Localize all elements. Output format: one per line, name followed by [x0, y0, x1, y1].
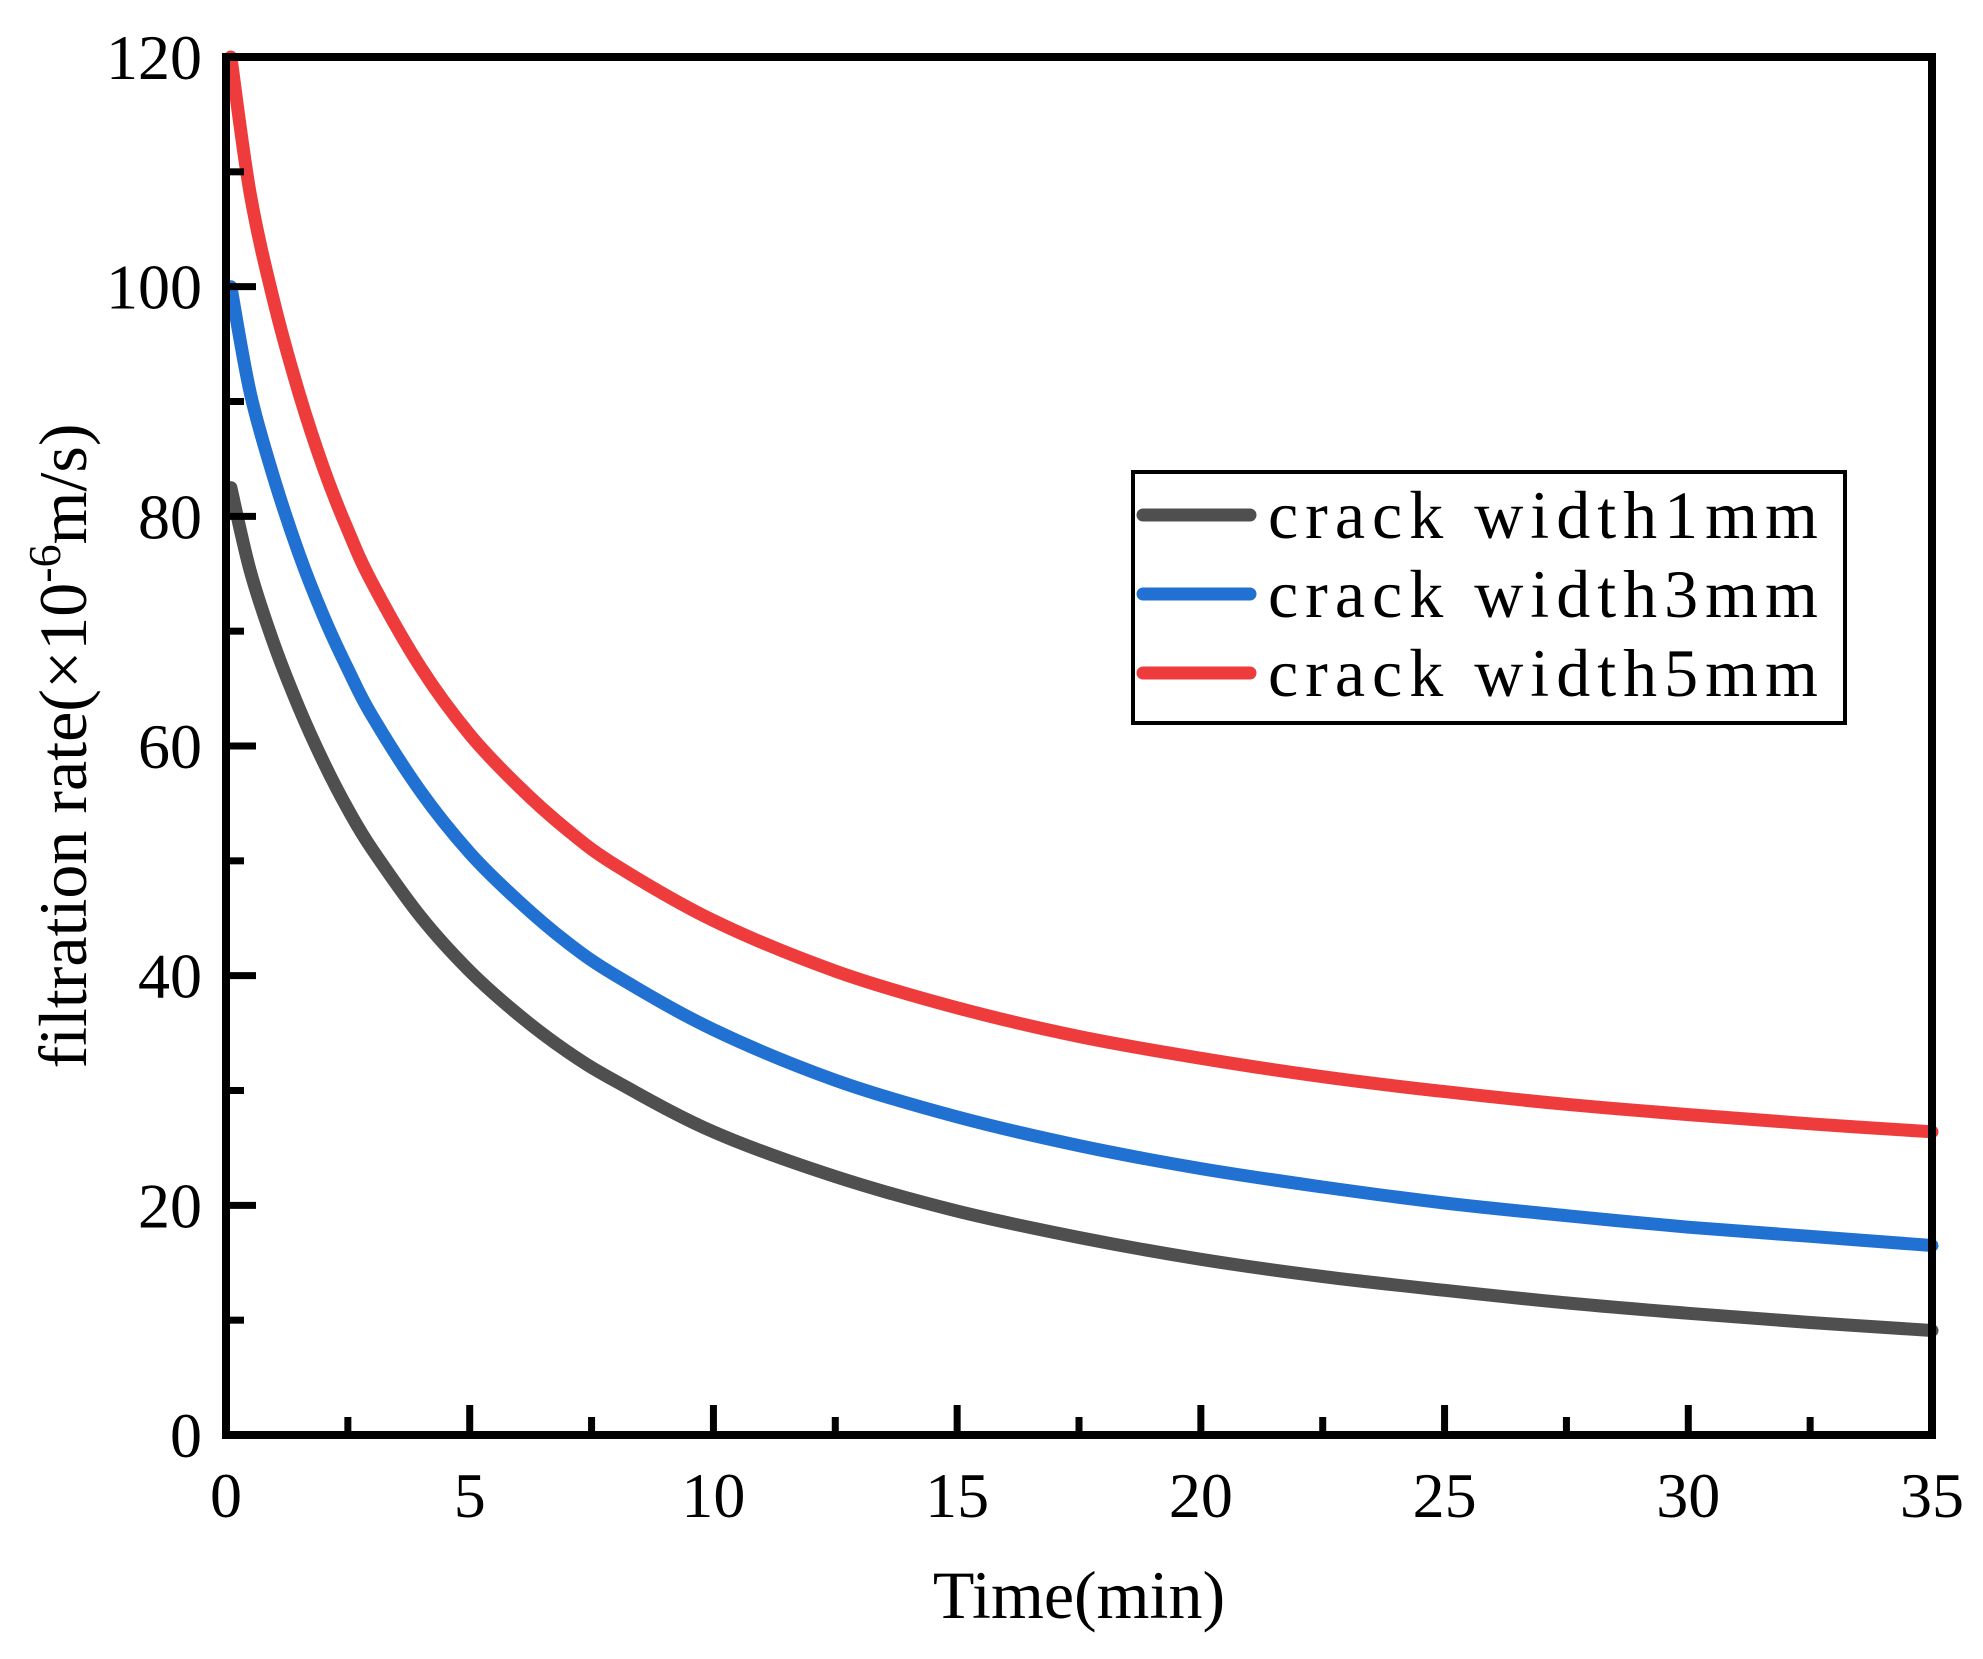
curve-crack-width5mm [224, 50, 1939, 1139]
y-axis-title: filtration rate(×10-6m/s) [19, 423, 101, 1068]
x-tick-label-20: 20 [1169, 1460, 1233, 1531]
x-tick-label-25: 25 [1413, 1460, 1477, 1531]
y-tick-label-60: 60 [138, 711, 202, 782]
legend-item-crack-width5mm: crack width5mm [1136, 635, 1825, 711]
x-tick-label-0: 0 [210, 1460, 242, 1531]
legend-label: crack width5mm [1268, 635, 1825, 711]
curve-crack-width1mm [224, 481, 1939, 1337]
ticks-layer [222, 53, 1936, 1439]
legend-label: crack width1mm [1268, 477, 1825, 553]
x-axis-title: Time(min) [933, 1557, 1225, 1633]
x-tick-label-5: 5 [454, 1460, 486, 1531]
y-tick-label-120: 120 [106, 22, 202, 93]
x-tick-label-15: 15 [925, 1460, 989, 1531]
legend-label: crack width3mm [1268, 556, 1825, 632]
x-tick-label-10: 10 [681, 1460, 745, 1531]
x-tick-label-30: 30 [1656, 1460, 1720, 1531]
tick-labels-layer: 0 5 10 15 20 25 30 35 0 20 40 60 80 100 120 [106, 22, 1964, 1531]
curves-layer [224, 50, 1939, 1337]
y-tick-label-80: 80 [138, 481, 202, 552]
axes-layer [222, 53, 1936, 1439]
y-tick-label-40: 40 [138, 941, 202, 1012]
curve-crack-width3mm [224, 280, 1939, 1252]
legend-item-crack-width1mm: crack width1mm [1136, 477, 1825, 553]
y-tick-label-20: 20 [138, 1170, 202, 1241]
y-tick-label-0: 0 [170, 1400, 202, 1471]
x-tick-label-35: 35 [1900, 1460, 1964, 1531]
y-tick-label-100: 100 [106, 252, 202, 323]
legend-item-crack-width3mm: crack width3mm [1136, 556, 1825, 632]
plot-frame [222, 53, 1936, 1439]
